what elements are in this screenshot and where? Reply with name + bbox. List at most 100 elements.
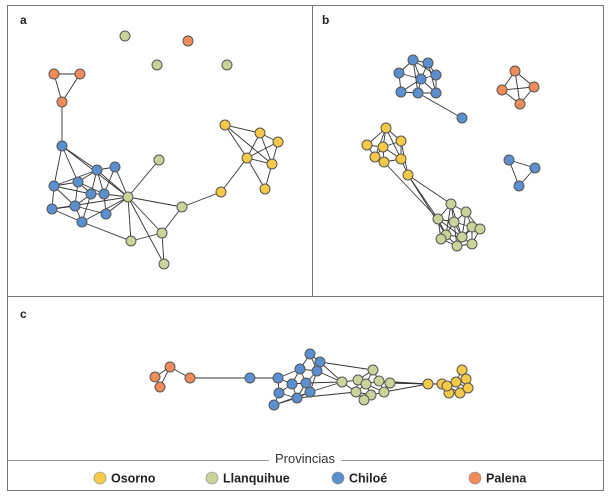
network-edge xyxy=(53,185,92,195)
chiloe-node xyxy=(294,363,306,375)
legend-label: Osorno xyxy=(111,472,156,486)
llanquihue-node xyxy=(432,213,444,225)
network-edge xyxy=(407,174,452,205)
chiloe-node xyxy=(72,176,84,188)
llanquihue-node xyxy=(445,198,457,210)
osorno-node xyxy=(454,387,466,399)
network-edge xyxy=(309,381,343,393)
chiloe-node xyxy=(513,180,525,192)
legend-item-osorno: Osorno xyxy=(93,471,156,486)
llanquihue-node xyxy=(460,206,472,218)
network-edge xyxy=(514,70,521,105)
panel-c-frame xyxy=(7,296,604,491)
legend-label: Palena xyxy=(486,472,527,486)
osorno-node xyxy=(422,378,434,390)
chiloe-node xyxy=(300,377,312,389)
chiloe-node xyxy=(415,73,427,85)
chiloe-node xyxy=(430,69,442,81)
palena-node xyxy=(48,68,60,80)
osorno-node xyxy=(462,382,474,394)
network-edge xyxy=(259,132,273,165)
network-edge xyxy=(383,161,439,220)
network-edge xyxy=(319,361,374,371)
palena-node xyxy=(56,96,68,108)
llanquihue-node xyxy=(350,386,362,398)
chiloe-node xyxy=(244,372,256,384)
osorno-node xyxy=(266,158,278,170)
chiloe-node xyxy=(76,216,88,228)
osorno-node xyxy=(395,153,407,165)
network-edge xyxy=(224,124,273,165)
palena-node xyxy=(182,35,194,47)
panel-b-label: b xyxy=(322,13,329,27)
chiloe-node xyxy=(304,386,316,398)
network-edge xyxy=(127,159,160,198)
legend: Provincias Osorno Llanquihue Chiloé Palena xyxy=(93,450,527,486)
network-edge xyxy=(51,196,129,210)
chiloe-node xyxy=(304,348,316,360)
llanquihue-node xyxy=(176,201,188,213)
chiloe-node xyxy=(407,54,419,66)
osorno-node xyxy=(259,183,271,195)
network-edge xyxy=(296,391,357,399)
osorno-node xyxy=(380,122,392,134)
panel-frames xyxy=(7,5,604,491)
palena-node xyxy=(149,371,161,383)
network-edge xyxy=(246,141,279,159)
osorno-node xyxy=(241,152,253,164)
legend-item-palena: Palena xyxy=(468,472,527,486)
llanquihue-node xyxy=(448,216,460,228)
chiloe-node xyxy=(291,392,303,404)
network-edge xyxy=(412,59,419,94)
network-edge xyxy=(127,196,132,242)
chiloe-node xyxy=(46,203,58,215)
network-edge xyxy=(127,196,163,234)
palena-node xyxy=(154,381,166,393)
llanquihue-node xyxy=(122,191,134,203)
llanquihue-node xyxy=(373,375,385,387)
palena-node xyxy=(74,68,86,80)
llanquihue-dot-icon xyxy=(205,471,219,485)
network-edge xyxy=(61,145,79,183)
llanquihue-node xyxy=(358,394,370,406)
llanquihue-node xyxy=(466,238,478,250)
network-edge xyxy=(181,191,222,208)
network-edge xyxy=(127,196,183,208)
chiloe-node xyxy=(109,161,121,173)
llanquihue-node xyxy=(158,258,170,270)
palena-node xyxy=(164,361,176,373)
network-nodes xyxy=(46,30,541,411)
osorno-node xyxy=(441,380,453,392)
llanquihue-node xyxy=(435,233,447,245)
legend-title-mask xyxy=(269,450,342,467)
chiloe-node xyxy=(430,87,442,99)
chiloe-node xyxy=(85,188,97,200)
palena-node xyxy=(509,65,521,77)
chiloe-node xyxy=(272,372,284,384)
llanquihue-node xyxy=(378,386,390,398)
network-edge xyxy=(224,124,261,134)
chiloe-dot-icon xyxy=(331,471,345,485)
llanquihue-node xyxy=(336,376,348,388)
osorno-node xyxy=(377,141,389,153)
osorno-node xyxy=(215,186,227,198)
network-edge xyxy=(305,381,343,384)
osorno-node xyxy=(254,127,266,139)
legend-label: Chiloé xyxy=(349,472,387,486)
chiloe-node xyxy=(273,387,285,399)
chiloe-node xyxy=(412,87,424,99)
palena-node xyxy=(496,84,508,96)
legend-item-chiloe: Chiloé xyxy=(331,471,387,486)
network-edge xyxy=(61,73,81,103)
chiloe-node xyxy=(503,154,515,166)
osorno-node xyxy=(378,156,390,168)
llanquihue-node xyxy=(456,231,468,243)
panel-a-label: a xyxy=(20,13,27,27)
osorno-dot-icon xyxy=(93,471,107,485)
network-edge xyxy=(220,157,248,193)
osorno-node xyxy=(361,139,373,151)
osorno-node xyxy=(272,136,284,148)
chiloe-node xyxy=(91,164,103,176)
palena-node xyxy=(514,98,526,110)
